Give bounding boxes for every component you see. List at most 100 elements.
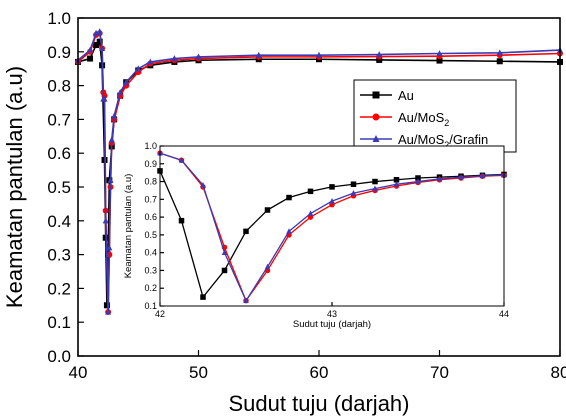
main-x-tick-label: 80	[551, 363, 566, 382]
inset-y-tick-label: 0.3	[144, 265, 157, 275]
main-point-au-mos2-grafin	[255, 51, 262, 58]
inset-point-au	[307, 188, 314, 195]
inset-point-au	[243, 228, 249, 235]
inset-point-au-mos2-grafin	[436, 175, 443, 182]
main-x-tick-label: 60	[310, 363, 329, 382]
main-x-tick-label: 70	[430, 363, 449, 382]
legend-marker-au-mos2	[372, 113, 380, 121]
main-y-axis-title: Keamatan pantulan (a.u)	[2, 66, 27, 308]
inset-y-tick-label: 0.4	[144, 248, 157, 258]
main-point-au-mos2-grafin	[436, 50, 443, 57]
inset-point-au-mos2-grafin	[264, 263, 271, 270]
inset-point-au-mos2-grafin	[307, 210, 314, 216]
legend-marker-au-mos2-grafin	[372, 135, 380, 142]
inset-series-layer	[157, 149, 507, 304]
inset-point-au-mos2-grafin	[178, 157, 185, 163]
inset-x-axis-title: Sudut tuju (darjah)	[293, 319, 371, 330]
main-point-au-mos2-grafin	[316, 51, 322, 58]
main-point-au-mos2-grafin	[107, 176, 114, 183]
inset-point-au	[221, 267, 228, 274]
legend-label-au: Au	[398, 88, 414, 103]
inset-point-au-mos2-grafin	[329, 197, 335, 204]
main-point-au-mos2-grafin	[96, 28, 103, 35]
inset-background	[160, 146, 504, 306]
main-point-au-mos2-grafin	[101, 95, 108, 102]
main-point-au-mos2-grafin	[171, 55, 178, 62]
inset-y-tick-label: 0.5	[144, 230, 157, 240]
inset-point-au	[350, 181, 357, 187]
inset-point-au-mos2-grafin	[221, 249, 228, 256]
inset-point-au-mos2-grafin	[458, 173, 464, 180]
main-point-au-mos2-grafin	[105, 308, 112, 315]
main-y-tick-label: 0.1	[47, 313, 71, 332]
inset-chart: 42 43 44 0.1 0.2 0.3 0.4 0.5 0.6 0.7 0.8 0.9 1.0 Sud…	[123, 141, 509, 330]
inset-y-tick-label: 0.9	[144, 159, 157, 169]
main-y-tick-label: 0.3	[47, 246, 71, 265]
inset-y-tick-label: 1.0	[144, 141, 157, 151]
main-point-au-mos2-grafin	[108, 136, 115, 143]
main-point-au-mos2-grafin	[99, 45, 106, 51]
inset-point-au	[286, 194, 292, 201]
main-y-tick-label: 0.5	[47, 178, 71, 197]
main-point-au-mos2-grafin	[195, 53, 202, 60]
main-y-tick-label: 0.7	[47, 110, 71, 129]
main-x-tick-label: 50	[189, 363, 208, 382]
main-point-au	[376, 56, 383, 63]
legend-label-suffix: /Grafin	[449, 132, 488, 147]
inset-x-tick-label: 43	[327, 309, 337, 319]
inset-point-au	[329, 184, 335, 190]
inset-point-au	[264, 207, 271, 213]
inset-point-au	[415, 175, 421, 181]
main-series-layer	[75, 28, 563, 316]
main-point-au-mos2-grafin	[87, 46, 94, 53]
main-point-au-mos2-grafin	[147, 58, 154, 65]
main-x-tick-label: 40	[69, 363, 88, 382]
main-y-tick-label: 0.9	[47, 43, 71, 62]
legend-label-subscript: 2	[444, 118, 449, 128]
main-x-axis-title: Sudut tuju (darjah)	[229, 391, 410, 416]
main-point-au-mos2-grafin	[106, 244, 113, 251]
main-point-au-mos2-grafin	[117, 88, 124, 95]
inset-y-tick-label: 0.1	[144, 301, 157, 311]
legend-label-text: Au/MoS	[398, 110, 445, 125]
main-y-tick-label: 0.4	[47, 212, 71, 231]
inset-y-tick-label: 0.7	[144, 194, 157, 204]
main-point-au-mos2-grafin	[111, 112, 118, 119]
inset-y-tick-label: 0.2	[144, 283, 157, 293]
main-point-au	[496, 58, 503, 65]
inset-y-tick-label: 0.8	[144, 177, 157, 187]
legend-label-text: Au	[398, 88, 414, 103]
main-point-au	[93, 42, 100, 49]
main-y-tick-label: 0.8	[47, 77, 71, 96]
inset-point-au-mos2-grafin	[243, 297, 249, 304]
inset-point-au-mos2-grafin	[415, 178, 421, 184]
inset-point-au-mos2-grafin	[393, 181, 400, 187]
main-y-tick-label: 0.2	[47, 279, 71, 298]
inset-x-tick-label: 44	[499, 309, 509, 319]
inset-point-au	[393, 177, 400, 183]
main-axes: 40 50 60 70 80 0.0 0.1 0.2 0.3 0.4 0.5 0.6 0.7 0.8 0.9…	[47, 9, 566, 382]
legend-box	[353, 79, 517, 153]
inset-point-au	[178, 217, 185, 224]
legend-marker-au	[372, 91, 380, 99]
legend-label-text: Au/MoS	[398, 132, 445, 147]
main-point-au	[87, 55, 94, 62]
main-y-tick-label: 0.6	[47, 144, 71, 163]
inset-point-au-mos2-grafin	[479, 172, 486, 179]
inset-y-tick-label: 0.6	[144, 212, 157, 222]
main-point-au-mos2-grafin	[135, 65, 142, 72]
inset-point-au-mos2-grafin	[372, 185, 378, 192]
inset-axes: 42 43 44 0.1 0.2 0.3 0.4 0.5 0.6 0.7 0.8 0.9 1.0	[144, 141, 509, 319]
legend-label-au-mos2-grafin: Au/MoS2/Grafin	[398, 132, 488, 150]
main-point-au	[436, 57, 443, 64]
legend-label-subscript: 2	[444, 140, 449, 150]
main-point-au-mos2-grafin	[496, 49, 503, 56]
main-point-au	[103, 302, 110, 309]
main-point-au-mos2-grafin	[123, 78, 130, 85]
main-point-au	[96, 38, 103, 45]
inset-point-au	[200, 294, 206, 300]
main-y-tick-label: 0.0	[47, 347, 71, 366]
inset-x-tick-label: 42	[155, 309, 165, 319]
